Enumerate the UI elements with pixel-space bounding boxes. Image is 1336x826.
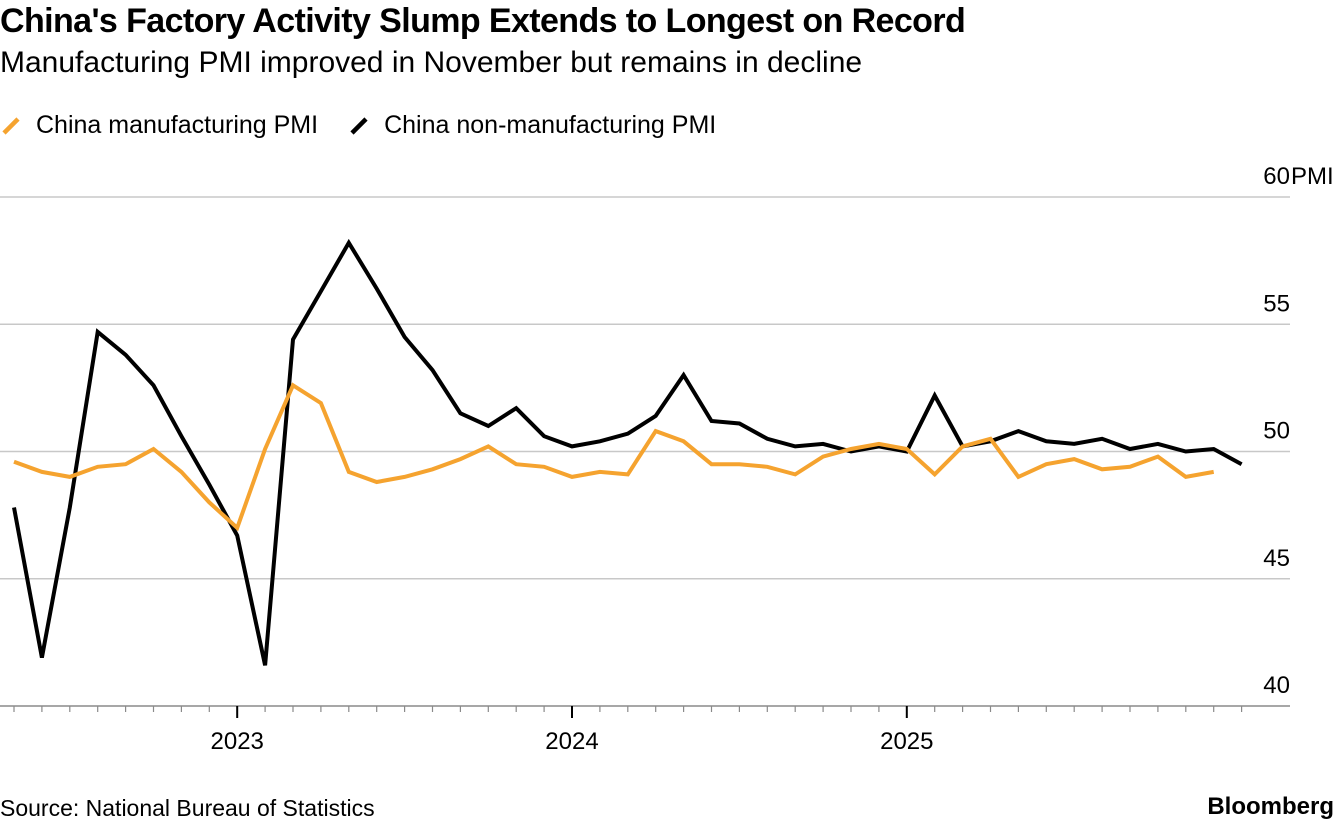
- series-line-non-manufacturing-pmi: [12, 238, 1243, 666]
- x-tick-label-2023: 2023: [211, 728, 264, 755]
- x-tick-label-2025: 2025: [880, 728, 933, 755]
- series-lines: [12, 238, 1243, 666]
- y-tick-label-45: 45: [1263, 545, 1290, 572]
- chart-plot: 60 55 50 45 40 PMI 2023 2024 2025: [0, 163, 1334, 755]
- y-tick-label-40: 40: [1263, 672, 1290, 699]
- bloomberg-logo: Bloomberg: [1207, 793, 1334, 820]
- chart-title: China's Factory Activity Slump Extends t…: [0, 2, 966, 40]
- series-line-manufacturing-pmi: [13, 382, 1215, 532]
- legend: China manufacturing PMI China non-manufa…: [0, 110, 746, 140]
- gridlines: [0, 196, 1290, 707]
- legend-swatch-non-manufacturing: [350, 117, 368, 135]
- source-note: Source: National Bureau of Statistics: [0, 795, 375, 821]
- legend-swatch-manufacturing: [2, 117, 20, 135]
- y-tick-label-60: 60: [1263, 163, 1290, 190]
- legend-label-manufacturing: China manufacturing PMI: [36, 110, 319, 139]
- legend-item-non-manufacturing: China non-manufacturing PMI: [348, 111, 716, 140]
- y-axis-ticks: 60 55 50 45 40 PMI: [1263, 163, 1333, 699]
- x-tick-label-2024: 2024: [545, 728, 598, 755]
- legend-item-manufacturing: China manufacturing PMI: [0, 111, 318, 140]
- legend-label-non-manufacturing: China non-manufacturing PMI: [384, 110, 717, 139]
- chart-subtitle: Manufacturing PMI improved in November b…: [0, 46, 863, 79]
- y-tick-label-55: 55: [1263, 290, 1290, 317]
- y-axis-unit-label: PMI: [1291, 163, 1334, 190]
- x-axis: 2023 2024 2025: [13, 706, 1243, 755]
- y-tick-label-50: 50: [1263, 418, 1290, 445]
